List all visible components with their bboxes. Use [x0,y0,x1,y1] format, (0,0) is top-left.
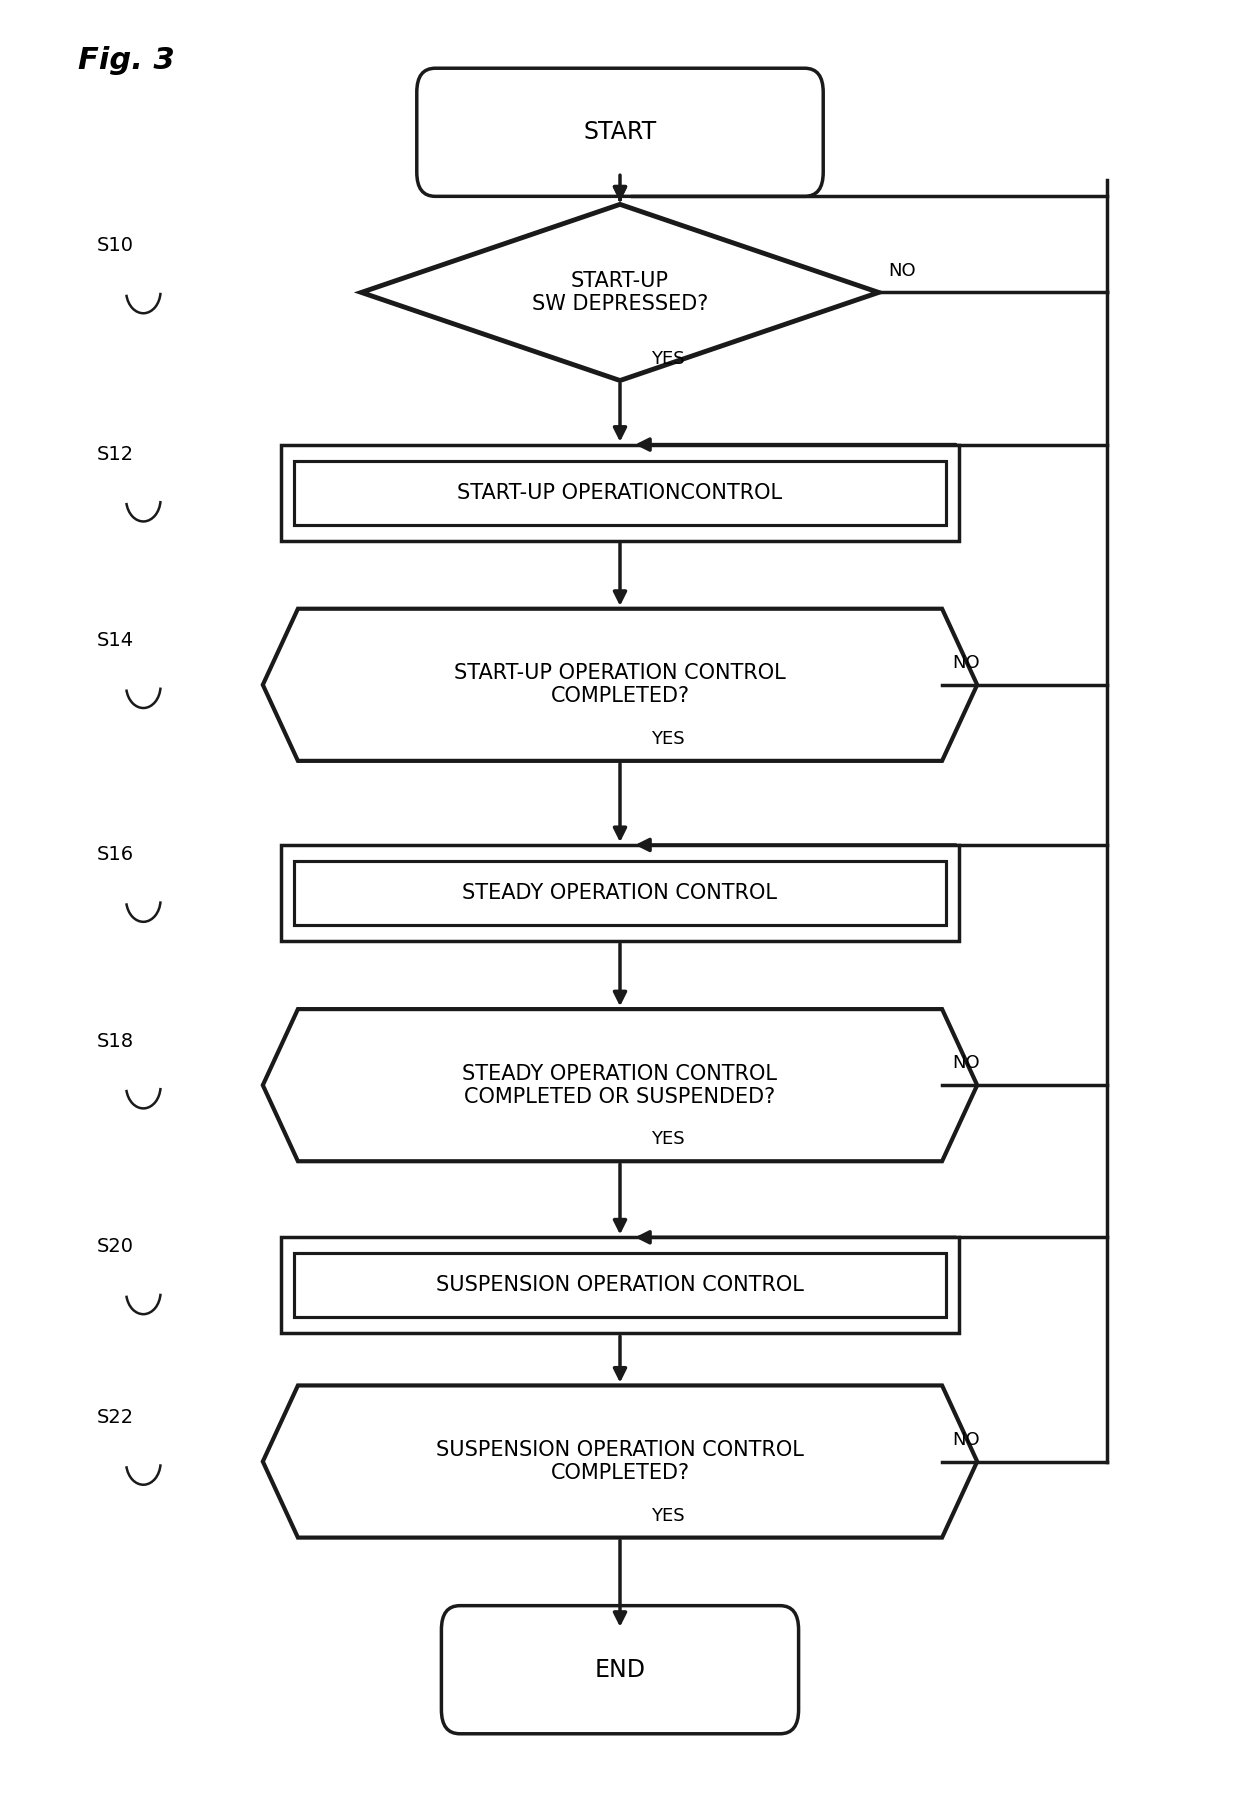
Text: YES: YES [651,730,684,748]
Polygon shape [263,1386,977,1537]
Text: S12: S12 [97,445,134,463]
Text: START-UP OPERATION CONTROL
COMPLETED?: START-UP OPERATION CONTROL COMPLETED? [454,663,786,706]
Text: S20: S20 [97,1238,134,1256]
Text: SUSPENSION OPERATION CONTROL
COMPLETED?: SUSPENSION OPERATION CONTROL COMPLETED? [436,1440,804,1483]
Text: START-UP
SW DEPRESSED?: START-UP SW DEPRESSED? [532,270,708,314]
Polygon shape [263,1009,977,1160]
Text: NO: NO [952,1054,980,1072]
Text: STEADY OPERATION CONTROL
COMPLETED OR SUSPENDED?: STEADY OPERATION CONTROL COMPLETED OR SU… [463,1063,777,1106]
Text: END: END [594,1658,646,1681]
Bar [294,861,946,924]
Text: S22: S22 [97,1407,134,1427]
Bar [294,1254,946,1317]
Text: NO: NO [889,261,916,279]
Text: Fig. 3: Fig. 3 [78,45,175,74]
FancyBboxPatch shape [417,68,823,196]
Polygon shape [361,204,879,380]
Bar [281,845,959,941]
Text: YES: YES [651,350,684,368]
Text: YES: YES [651,1506,684,1524]
Text: NO: NO [952,1431,980,1449]
Bar [281,1238,959,1333]
Text: START: START [583,121,657,144]
Text: S10: S10 [97,236,134,256]
Text: NO: NO [952,654,980,672]
Text: S14: S14 [97,631,134,651]
Text: S16: S16 [97,845,134,863]
Text: S18: S18 [97,1031,134,1051]
Polygon shape [263,609,977,760]
FancyBboxPatch shape [441,1606,799,1734]
Bar [281,445,959,541]
Text: SUSPENSION OPERATION CONTROL: SUSPENSION OPERATION CONTROL [436,1276,804,1296]
Text: STEADY OPERATION CONTROL: STEADY OPERATION CONTROL [463,883,777,903]
Text: START-UP OPERATIONCONTROL: START-UP OPERATIONCONTROL [458,483,782,503]
Bar [294,461,946,524]
Text: YES: YES [651,1130,684,1148]
